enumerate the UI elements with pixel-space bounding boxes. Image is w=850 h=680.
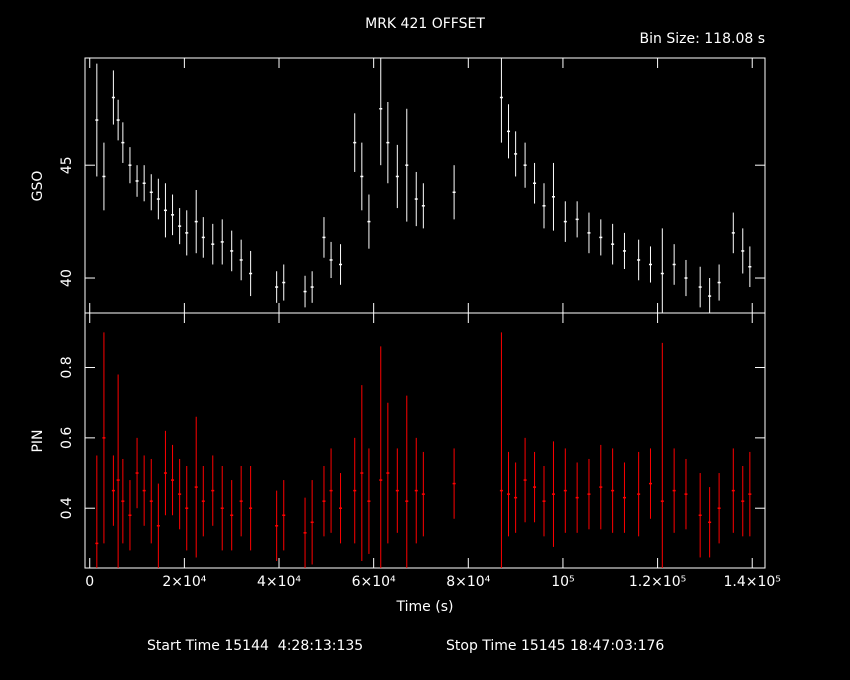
x-tick-label: 2×10⁴ [162,574,206,590]
y-tick-label: 40 [59,269,75,287]
x-tick-label: 8×10⁴ [446,574,490,590]
x-tick-label: 0 [85,574,94,590]
chart-title: MRK 421 OFFSET [365,16,485,32]
x-axis-label: Time (s) [396,599,454,615]
x-tick-label: 1.2×10⁵ [629,574,686,590]
x-tick-label: 6×10⁴ [352,574,396,590]
y-tick-label: 0.6 [59,427,75,449]
data-points [95,58,752,313]
plot-frame [84,312,766,569]
start-time: Start Time 15144 4:28:13:135 [147,638,363,654]
y-tick-label: 0.4 [59,497,75,519]
y-axis-label: GSO [30,171,46,202]
y-tick-label: 0.8 [59,356,75,378]
y-axis-label: PIN [30,429,46,452]
x-tick-label: 10⁵ [551,574,574,590]
bin-size: Bin Size: 118.08 s [640,31,765,47]
x-tick-label: 1.4×10⁵ [724,574,781,590]
data-points [95,332,752,568]
x-tick-label: 4×10⁴ [257,574,301,590]
stop-time: Stop Time 15145 18:47:03:176 [446,638,664,654]
y-tick-label: 45 [59,156,75,174]
plot-frame [84,57,766,314]
